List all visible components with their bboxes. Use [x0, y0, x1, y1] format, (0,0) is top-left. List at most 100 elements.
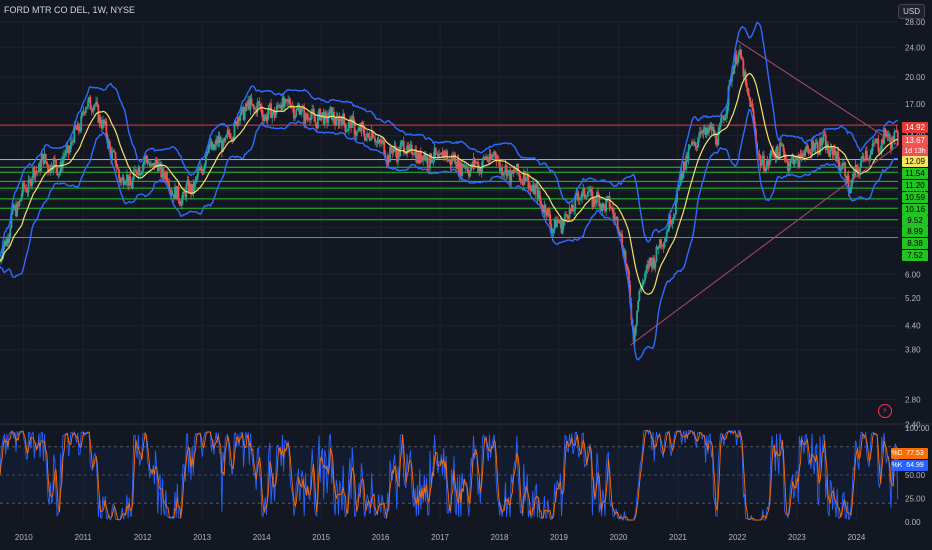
candle-body: [102, 119, 104, 129]
candle-body: [224, 137, 227, 142]
candle-body: [195, 177, 198, 180]
candle-body: [432, 157, 435, 161]
candle-body: [174, 186, 176, 199]
candle-body: [239, 115, 242, 121]
candle-body: [699, 131, 701, 139]
candle-body: [849, 186, 852, 193]
lightning-icon[interactable]: ⚡: [878, 404, 892, 418]
candle-body: [155, 159, 158, 163]
candle-body: [656, 246, 659, 249]
candle-body: [177, 186, 180, 201]
candle-body: [7, 238, 9, 243]
candle-body: [317, 114, 319, 129]
candle-body: [657, 248, 660, 249]
candle-body: [718, 127, 721, 132]
candle-body: [688, 145, 691, 149]
candle-body: [16, 203, 19, 217]
candle-body: [441, 152, 444, 158]
candle-body: [846, 175, 849, 184]
candle-body: [454, 154, 457, 165]
candle-body: [39, 163, 41, 172]
candle-body: [521, 181, 524, 185]
candle-body: [180, 199, 183, 206]
candle-body: [553, 219, 556, 230]
candle-body: [357, 130, 359, 132]
candle-body: [638, 290, 641, 301]
candle-body: [42, 153, 45, 164]
candle-body: [211, 144, 214, 150]
candle-body: [815, 142, 818, 143]
candle-body: [891, 136, 893, 150]
candle-body: [215, 139, 218, 145]
x-tick-label: 2014: [253, 533, 271, 542]
candle-body: [379, 141, 382, 144]
candle-body: [405, 153, 407, 155]
candle-body: [665, 231, 668, 239]
candle-body: [689, 145, 692, 147]
candle-body: [551, 232, 554, 234]
candle-body: [471, 164, 474, 167]
candle-body: [285, 99, 287, 101]
osc-y-tick-label: 0.00: [905, 518, 921, 527]
candle-body: [723, 117, 725, 121]
candle-body: [147, 163, 150, 165]
candle-body: [693, 142, 696, 144]
candle-body: [367, 133, 370, 136]
candle-body: [634, 324, 637, 334]
currency-button[interactable]: USD: [898, 4, 925, 19]
candle-body: [233, 123, 236, 139]
candle-body: [504, 165, 507, 172]
candle-body: [76, 123, 79, 131]
candle-body: [184, 193, 187, 198]
candle-body: [352, 116, 355, 121]
candle-body: [607, 196, 610, 197]
candle-body: [341, 118, 343, 125]
candle-body: [841, 163, 844, 169]
candle-body: [375, 141, 378, 143]
candle-body: [652, 257, 654, 268]
candle-body: [661, 245, 664, 247]
candle-body: [389, 146, 391, 162]
candle-body: [377, 139, 380, 143]
candle-body: [323, 112, 326, 125]
candle-body: [115, 164, 118, 168]
candle-body: [840, 168, 843, 170]
candle-body: [870, 150, 873, 155]
candle-body: [470, 164, 473, 171]
candle-body: [26, 191, 29, 193]
candle-body: [397, 149, 399, 162]
candle-body: [570, 204, 573, 212]
candle-body: [654, 261, 657, 269]
y-tick-label: 28.00: [905, 18, 926, 27]
candle-body: [684, 161, 686, 169]
candle-body: [55, 159, 57, 168]
candle-body: [556, 220, 558, 228]
candle-body: [522, 171, 525, 185]
candle-body: [127, 174, 129, 186]
candle-body: [797, 155, 800, 168]
candle-body: [599, 204, 602, 207]
candle-body: [360, 122, 363, 132]
candle-body: [2, 246, 5, 256]
candle-body: [636, 310, 638, 325]
candle-body: [62, 157, 64, 169]
candle-body: [186, 180, 189, 185]
candle-body: [789, 160, 792, 168]
candle-body: [281, 97, 284, 110]
candle-body: [670, 223, 673, 225]
candle-body: [824, 134, 827, 150]
candle-body: [774, 154, 777, 160]
candle-body: [251, 104, 254, 106]
candle-body: [11, 205, 14, 214]
candle-body: [649, 257, 652, 261]
candle-body: [514, 170, 517, 172]
candle-body: [305, 113, 308, 119]
candle-body: [479, 167, 482, 174]
candle-body: [838, 161, 841, 171]
candle-body: [235, 121, 238, 126]
candle-body: [363, 133, 366, 141]
candle-body: [19, 198, 22, 201]
support-tag-3: 10.59: [902, 192, 928, 203]
candle-body: [433, 147, 436, 158]
